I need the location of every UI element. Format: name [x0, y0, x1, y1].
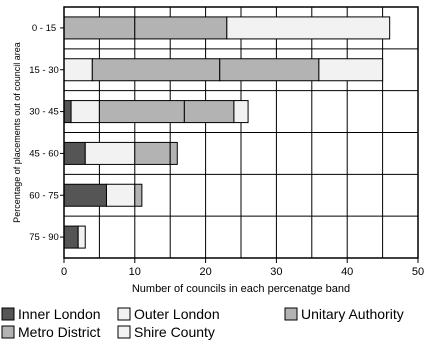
y-tick-label: 60 - 75 [29, 190, 59, 201]
x-tick-label: 40 [341, 266, 353, 278]
legend-swatch-inner-london [1, 307, 15, 321]
y-axis-title: Percentage of placements out of council … [12, 42, 22, 223]
bar-inner-london-30-45 [63, 100, 72, 124]
legend-swatch-metro-district [1, 325, 15, 339]
bar-inner-london-60-75 [63, 183, 107, 207]
legend-label-inner-london: Inner London [18, 306, 101, 322]
x-tick-label: 20 [199, 266, 211, 278]
bar-shire-county-30-45 [233, 100, 249, 124]
bar-outer-london-45-60 [84, 141, 136, 165]
bar-unitary-authority-15-30 [91, 58, 221, 82]
bar-outer-london-60-75 [105, 183, 136, 207]
bar-unitary-authority-60-75 [134, 183, 143, 207]
axes-group: 0 10 20 30 40 50 0 - 15 15 - 30 30 - 45 45 - 60 60… [29, 6, 424, 278]
bar-metro-district-0-15 [134, 16, 228, 40]
legend-label-unitary-authority: Unitary Authority [301, 306, 404, 322]
bar-metro-district-15-30 [219, 58, 320, 82]
plot-border [63, 6, 419, 259]
x-tick-label: 0 [61, 266, 67, 278]
plot-area [64, 7, 418, 258]
bar-shire-county-0-15 [226, 16, 391, 40]
legend: Inner London Outer London Unitary Authorit… [1, 306, 404, 340]
bar-inner-london-75-90 [63, 225, 79, 249]
bar-unitary-authority-0-15 [63, 16, 136, 40]
bar-outer-london-75-90 [77, 225, 86, 249]
bar-shire-county-15-30 [318, 58, 384, 82]
legend-label-shire-county: Shire County [134, 324, 215, 340]
bar-metro-district-45-60 [169, 141, 178, 165]
legend-swatch-shire-county [117, 325, 131, 339]
legend-swatch-unitary-authority [284, 307, 298, 321]
x-tick-label: 30 [270, 266, 282, 278]
y-tick-label: 0 - 15 [32, 23, 56, 34]
legend-label-outer-london: Outer London [134, 306, 220, 322]
bar-outer-london-30-45 [70, 100, 100, 124]
y-tick-label: 30 - 45 [29, 107, 59, 118]
y-tick-label: 45 - 60 [29, 148, 59, 159]
bar-metro-district-30-45 [183, 100, 235, 124]
x-tick-label: 50 [412, 266, 424, 278]
legend-swatch-outer-london [117, 307, 131, 321]
x-tick-label: 10 [129, 266, 141, 278]
x-axis-title: Number of councils in each percenatge ba… [132, 283, 350, 295]
bar-unitary-authority-30-45 [98, 100, 185, 124]
bars-group [63, 16, 391, 249]
y-tick-label: 15 - 30 [29, 65, 59, 76]
y-tick-label: 75 - 90 [29, 232, 59, 243]
bar-unitary-authority-45-60 [134, 141, 171, 165]
bar-inner-london-45-60 [63, 141, 86, 165]
bar-outer-london-15-30 [63, 58, 93, 82]
legend-label-metro-district: Metro District [18, 324, 101, 340]
